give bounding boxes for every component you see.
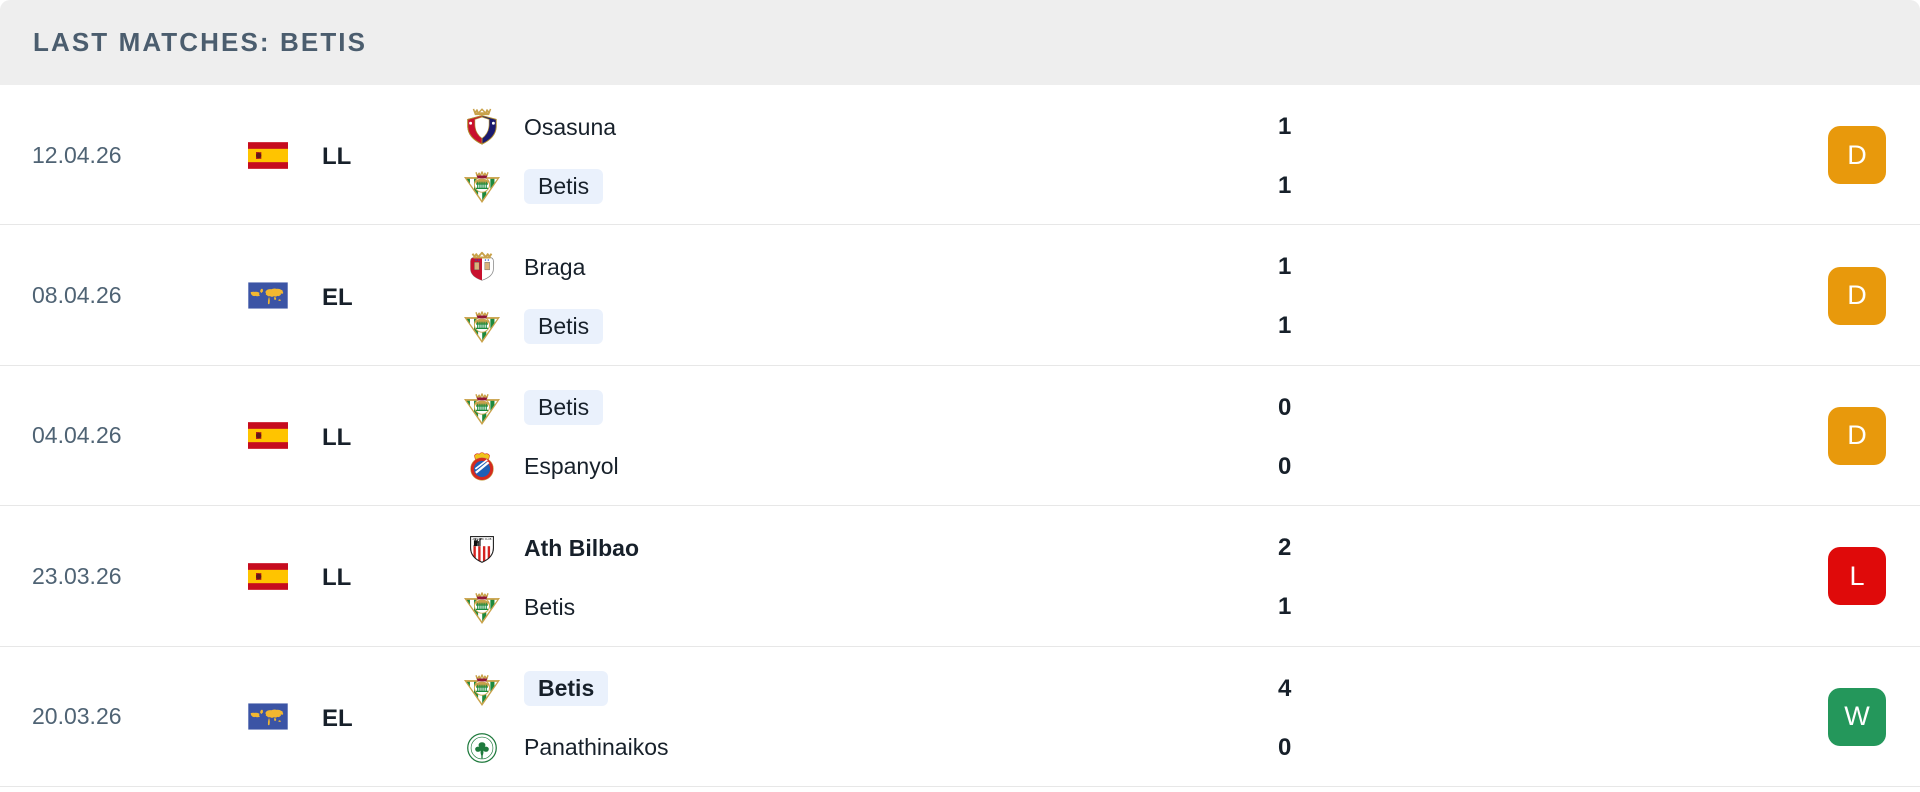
svg-text:ATHLETIC CLUB: ATHLETIC CLUB	[473, 538, 492, 541]
